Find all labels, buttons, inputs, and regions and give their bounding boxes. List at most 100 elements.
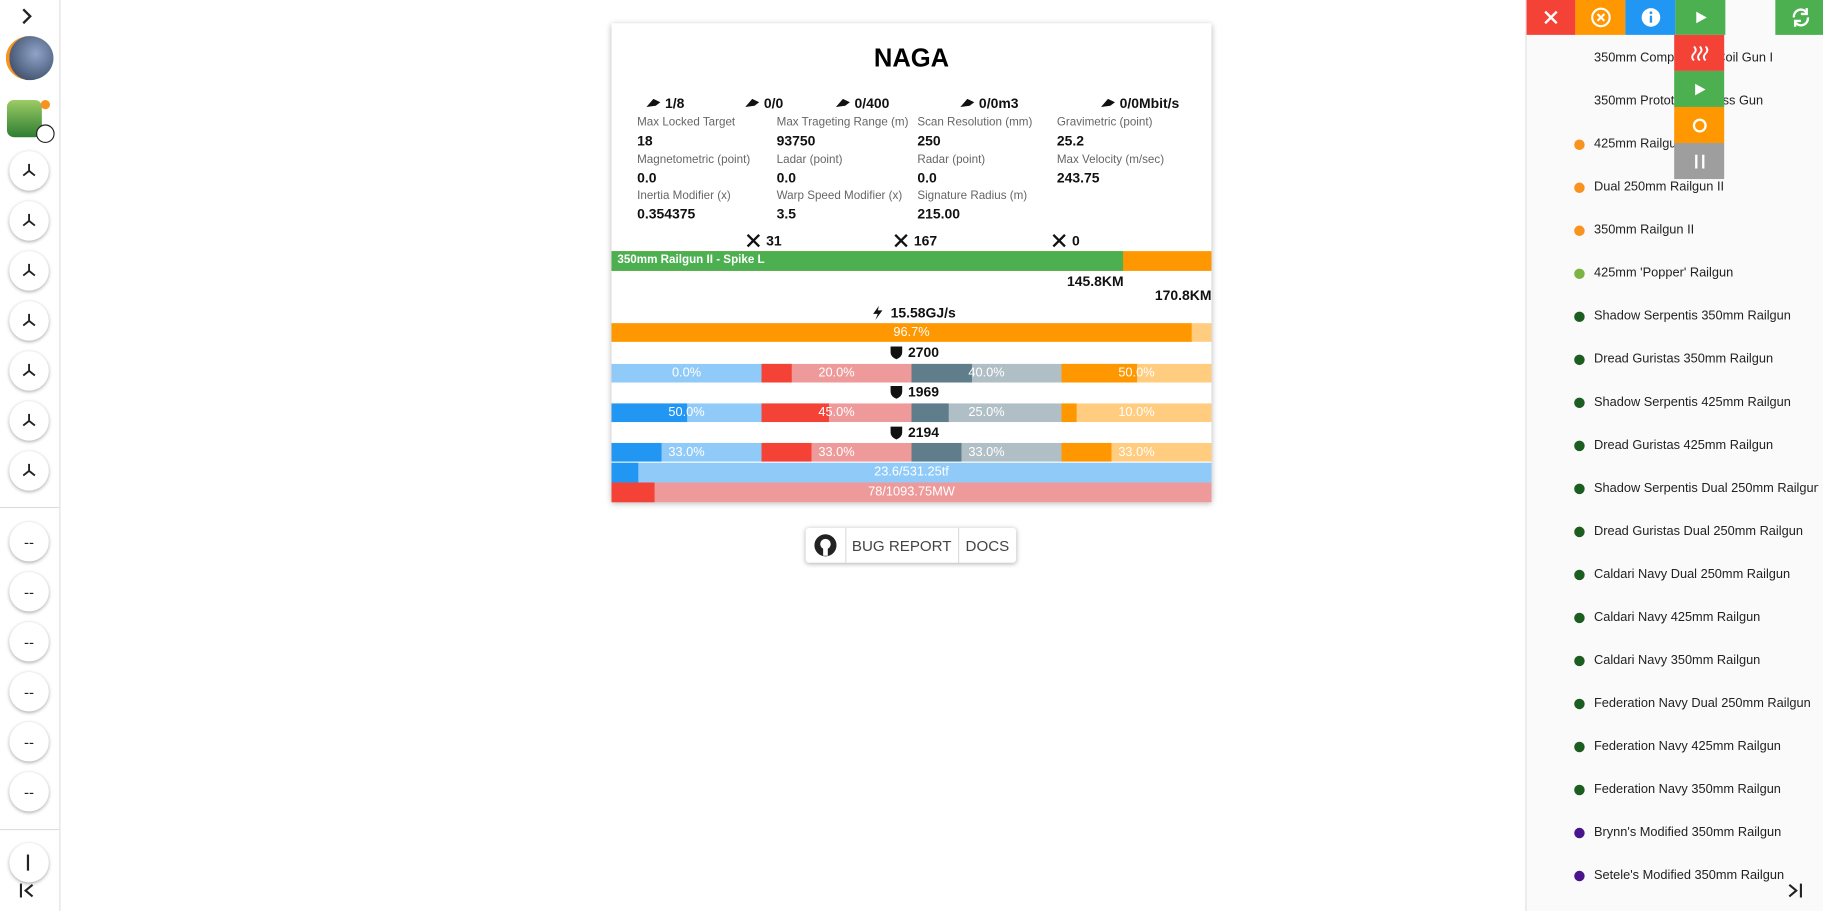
github-button[interactable]	[806, 527, 846, 563]
item-dot	[1574, 784, 1585, 796]
info-button[interactable]	[1625, 0, 1676, 35]
bug-report-button[interactable]: BUG REPORT	[846, 527, 959, 563]
slot-button[interactable]	[9, 842, 49, 883]
docs-button[interactable]: DOCS	[965, 536, 1010, 554]
item-dot	[1574, 698, 1585, 710]
resource-icon-glyph	[960, 98, 975, 107]
resist-fill	[761, 403, 830, 423]
module-item[interactable]: Dread Guristas Dual 250mm Railgun	[1593, 524, 1803, 539]
close-button[interactable]	[1526, 0, 1576, 35]
powergrid-bar	[611, 482, 655, 503]
attribute-label: Ladar (point)	[776, 153, 843, 167]
resource-icon	[744, 95, 760, 117]
module-item[interactable]: Setele's Modified 350mm Railgun	[1593, 868, 1785, 883]
defense-hp: 1969	[908, 383, 940, 400]
offline-button[interactable]	[1674, 143, 1725, 180]
module-item[interactable]: Dread Guristas 350mm Railgun	[1593, 352, 1774, 367]
resist-value: 40.0%	[968, 366, 1005, 381]
slot-icon	[22, 313, 36, 327]
cpu-value: 23.6/531.25tf	[874, 465, 949, 480]
slot-button[interactable]	[9, 451, 49, 491]
empty-slot[interactable]: --	[9, 721, 49, 762]
online-button[interactable]	[1674, 70, 1725, 107]
divider	[0, 506, 60, 509]
empty-slot[interactable]: --	[9, 622, 49, 662]
module-item[interactable]: Dread Guristas 425mm Railgun	[1593, 438, 1774, 453]
attribute-label: Max Locked Target	[637, 116, 736, 130]
powergrid-bar-bg	[611, 482, 1212, 503]
defense-icon	[888, 344, 904, 366]
item-dot	[1574, 526, 1585, 538]
module-item[interactable]: Federation Navy Dual 250mm Railgun	[1593, 696, 1811, 711]
item-dot	[1574, 741, 1585, 753]
capacitor-rate: 15.58GJ/s	[890, 304, 956, 321]
refresh-button[interactable]	[1775, 0, 1823, 35]
empty-slot[interactable]: --	[9, 522, 49, 562]
module-item[interactable]: Brynn's Modified 350mm Railgun	[1593, 825, 1782, 840]
divider	[0, 828, 60, 831]
clear-button[interactable]	[1575, 0, 1626, 35]
dropdown-menu	[1674, 34, 1725, 180]
resource-value: 0/400	[854, 95, 890, 112]
play-icon	[1694, 83, 1705, 95]
module-item[interactable]: Shadow Serpentis 425mm Railgun	[1593, 395, 1791, 410]
resist-value: 25.0%	[968, 405, 1005, 420]
play-button[interactable]	[1675, 0, 1726, 35]
item-dot	[1574, 483, 1585, 495]
slot-button[interactable]	[9, 301, 49, 341]
slot-button[interactable]	[9, 251, 49, 291]
attribute-label: Magnetometric (point)	[637, 153, 751, 167]
module-item[interactable]: 425mm 'Popper' Railgun	[1593, 266, 1734, 281]
character-avatar[interactable]	[6, 99, 42, 138]
module-item[interactable]: Dual 250mm Railgun II	[1593, 180, 1725, 195]
attribute-value: 250	[917, 132, 941, 149]
heat-button[interactable]	[1674, 34, 1725, 71]
item-dot	[1574, 311, 1585, 323]
module-item[interactable]: Caldari Navy Dual 250mm Railgun	[1593, 567, 1791, 582]
slot-button[interactable]	[9, 401, 49, 441]
cpu-bar-bg	[611, 462, 1212, 483]
defense-icon-glyph	[890, 346, 903, 360]
resource-icon-glyph	[835, 98, 850, 107]
clear-icon	[1590, 7, 1611, 28]
weapon-label: 350mm Railgun II - Spike L	[617, 253, 765, 267]
collapse-panel-icon[interactable]	[1785, 882, 1804, 898]
slot-icon	[22, 363, 36, 377]
module-item[interactable]: 425mm Railgun I	[1593, 137, 1691, 152]
slot-button[interactable]	[9, 201, 49, 241]
item-dot	[1574, 569, 1585, 581]
module-item[interactable]: Federation Navy 425mm Railgun	[1593, 739, 1781, 754]
resist-fill	[611, 442, 662, 462]
module-item[interactable]: Shadow Serpentis 350mm Railgun	[1593, 309, 1791, 324]
attribute-label: Scan Resolution (mm)	[917, 116, 1033, 130]
summary-icon-glyph	[1052, 234, 1066, 248]
module-item[interactable]: Shadow Serpentis Dual 250mm Railgun	[1593, 481, 1819, 496]
module-item[interactable]: Caldari Navy 425mm Railgun	[1593, 610, 1761, 625]
module-item[interactable]: Caldari Navy 350mm Railgun	[1593, 653, 1761, 668]
defense-hp: 2700	[908, 344, 940, 361]
info-icon	[1641, 8, 1660, 27]
empty-slot[interactable]: --	[9, 572, 49, 612]
module-item[interactable]: 350mm Railgun II	[1593, 223, 1695, 238]
summary-icon-glyph	[746, 234, 761, 248]
attribute-label: Max Trageting Range (m)	[776, 116, 909, 130]
defense-icon	[888, 384, 904, 406]
slot-button[interactable]	[9, 351, 49, 391]
empty-slot[interactable]: --	[9, 771, 49, 812]
attribute-value: 0.0	[637, 169, 657, 187]
slot-button[interactable]	[9, 151, 49, 191]
ship-avatar[interactable]	[5, 36, 54, 81]
item-dot	[1574, 397, 1585, 409]
powergrid-value: 78/1093.75MW	[868, 484, 955, 499]
summary-icon	[745, 233, 761, 255]
module-item[interactable]: Federation Navy 350mm Railgun	[1593, 782, 1781, 797]
attribute-label: Warp Speed Modifier (x)	[776, 189, 903, 203]
active-button[interactable]	[1674, 106, 1725, 144]
capacitor-icon-glyph	[873, 305, 883, 320]
item-dot	[1574, 354, 1585, 366]
expand-icon[interactable]	[17, 7, 36, 26]
empty-slot[interactable]: --	[9, 672, 49, 712]
collapse-icon[interactable]	[19, 882, 38, 898]
resist-value: 33.0%	[1118, 445, 1155, 460]
item-dot	[1574, 870, 1585, 882]
